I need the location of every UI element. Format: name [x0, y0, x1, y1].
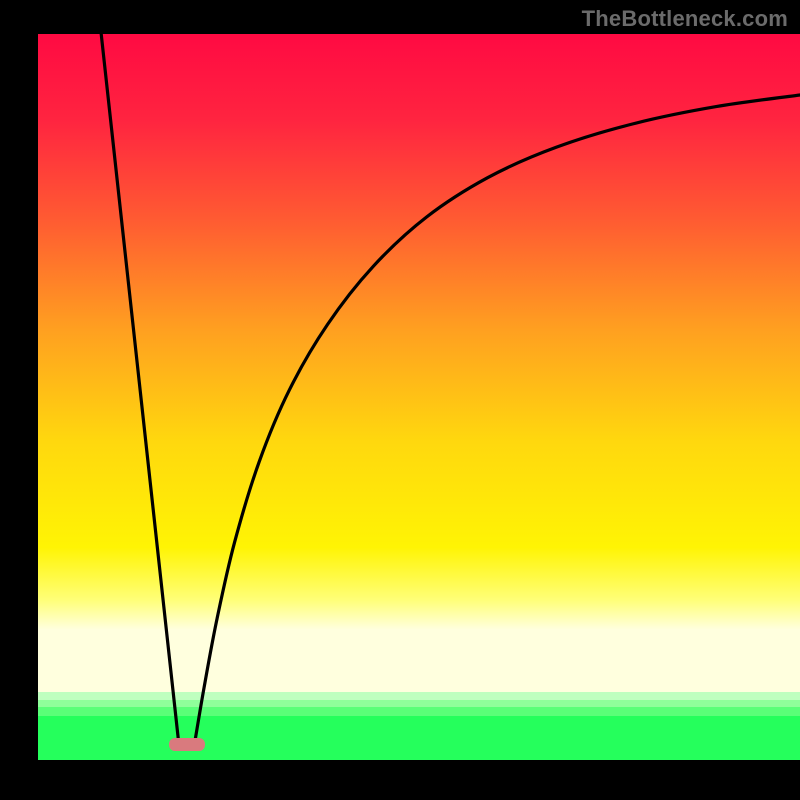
plot-area [38, 34, 800, 760]
optimal-marker [169, 738, 205, 751]
watermark-text: TheBottleneck.com [582, 6, 788, 32]
chart-container: TheBottleneck.com [0, 0, 800, 800]
bottleneck-curve [38, 34, 800, 760]
